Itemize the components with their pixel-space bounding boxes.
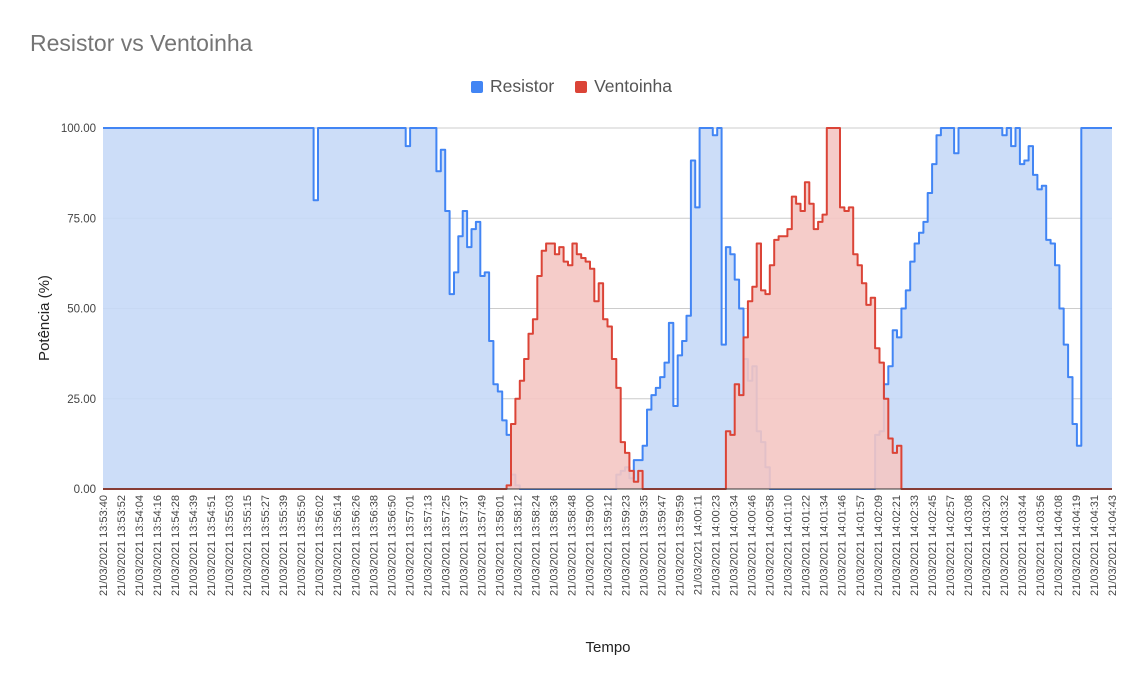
series-line-resistor: [103, 127, 1112, 490]
x-tick-label: 21/03/2021 13:54:28: [170, 495, 182, 596]
x-tick-label: 21/03/2021 13:53:40: [98, 495, 110, 596]
x-tick-label: 21/03/2021 14:03:56: [1035, 495, 1047, 596]
legend: Resistor Ventoinha: [0, 76, 1143, 97]
x-tick-label: 21/03/2021 13:56:38: [368, 495, 380, 596]
x-tick-label: 21/03/2021 14:02:45: [927, 495, 939, 596]
series-ventoinha: [103, 127, 1112, 490]
x-tick-label: 21/03/2021 14:00:23: [711, 495, 723, 596]
x-tick-label: 21/03/2021 13:58:36: [548, 495, 560, 596]
x-tick-label: 21/03/2021 14:03:08: [963, 495, 975, 596]
legend-label-resistor: Resistor: [490, 76, 555, 96]
series-resistor: [103, 127, 1112, 490]
x-tick-label: 21/03/2021 14:00:46: [747, 495, 759, 596]
x-tick-label: 21/03/2021 13:56:26: [350, 495, 362, 596]
x-tick-label: 21/03/2021 13:57:13: [422, 495, 434, 596]
x-tick-label: 21/03/2021 13:55:15: [242, 495, 254, 596]
x-tick-label: 21/03/2021 14:02:21: [891, 495, 903, 596]
x-axis-title: Tempo: [585, 639, 630, 656]
x-tick-label: 21/03/2021 14:00:34: [729, 495, 741, 596]
series-areas: [103, 127, 1112, 490]
legend-label-ventoinha: Ventoinha: [594, 76, 672, 96]
x-tick-label: 21/03/2021 13:56:14: [332, 495, 344, 596]
x-tick-label: 21/03/2021 13:59:00: [585, 495, 597, 596]
y-tick-label: 100.00: [61, 123, 96, 135]
x-tick-label: 21/03/2021 14:01:46: [837, 495, 849, 596]
x-tick-label: 21/03/2021 13:59:59: [675, 495, 687, 596]
y-tick-label: 0.00: [74, 484, 96, 496]
x-tick-label: 21/03/2021 14:01:22: [801, 495, 813, 596]
x-tick-label: 21/03/2021 13:58:48: [567, 495, 579, 596]
y-tick-label: 50.00: [67, 304, 96, 316]
y-tick-label: 25.00: [67, 394, 96, 406]
x-tick-label: 21/03/2021 13:59:12: [603, 495, 615, 596]
x-tick-label: 21/03/2021 13:55:39: [278, 495, 290, 596]
x-tick-label: 21/03/2021 14:03:20: [981, 495, 993, 596]
x-tick-label: 21/03/2021 13:54:04: [134, 495, 146, 596]
x-tick-label: 21/03/2021 14:02:57: [945, 495, 957, 596]
series-line-ventoinha: [103, 127, 1112, 490]
x-tick-label: 21/03/2021 13:57:37: [458, 495, 470, 596]
x-tick-label: 21/03/2021 13:54:51: [206, 495, 218, 596]
x-tick-label: 21/03/2021 14:01:57: [855, 495, 867, 596]
x-tick-label: 21/03/2021 13:59:35: [639, 495, 651, 596]
series-area-ventoinha: [103, 128, 1112, 489]
x-tick-label: 21/03/2021 14:00:58: [765, 495, 777, 596]
x-tick-label: 21/03/2021 14:02:33: [909, 495, 921, 596]
x-tick-label: 21/03/2021 13:53:52: [116, 495, 128, 596]
x-tick-label: 21/03/2021 14:01:10: [783, 495, 795, 596]
x-tick-label: 21/03/2021 13:57:25: [440, 495, 452, 596]
x-tick-label: 21/03/2021 14:04:08: [1053, 495, 1065, 596]
x-tick-label: 21/03/2021 13:54:16: [152, 495, 164, 596]
x-axis-ticks: 21/03/2021 13:53:40 21/03/2021 13:53:52 21…: [98, 495, 1119, 596]
x-tick-label: 21/03/2021 14:04:31: [1089, 495, 1101, 596]
y-tick-label: 75.00: [67, 213, 96, 225]
x-tick-label: 21/03/2021 14:01:34: [819, 495, 831, 596]
legend-swatch-ventoinha: [575, 81, 588, 93]
x-tick-label: 21/03/2021 13:58:12: [512, 495, 524, 596]
x-tick-label: 21/03/2021 13:58:01: [494, 495, 506, 596]
x-tick-label: 21/03/2021 13:56:02: [314, 495, 326, 596]
x-tick-label: 21/03/2021 13:59:47: [657, 495, 669, 596]
x-tick-label: 21/03/2021 14:03:44: [1017, 495, 1029, 596]
x-tick-label: 21/03/2021 13:55:50: [296, 495, 308, 596]
x-tick-label: 21/03/2021 13:55:27: [260, 495, 272, 596]
x-tick-label: 21/03/2021 13:55:03: [224, 495, 236, 596]
chart-title: Resistor vs Ventoinha: [30, 30, 253, 56]
y-axis-ticks: 0.00 25.00 50.00 75.00 100.00: [61, 123, 96, 496]
x-tick-label: 21/03/2021 13:58:24: [530, 495, 542, 596]
legend-item-ventoinha[interactable]: Ventoinha: [575, 76, 672, 97]
x-tick-label: 21/03/2021 14:02:09: [873, 495, 885, 596]
x-tick-label: 21/03/2021 13:57:01: [404, 495, 416, 596]
series-area-resistor: [103, 128, 1112, 489]
x-tick-label: 21/03/2021 13:56:50: [386, 495, 398, 596]
x-tick-label: 21/03/2021 13:59:23: [621, 495, 633, 596]
x-tick-label: 21/03/2021 13:54:39: [188, 495, 200, 596]
legend-item-resistor[interactable]: Resistor: [471, 76, 554, 97]
x-tick-label: 21/03/2021 14:03:32: [999, 495, 1011, 596]
x-tick-label: 21/03/2021 14:04:43: [1107, 495, 1119, 596]
legend-swatch-resistor: [471, 81, 484, 93]
x-tick-label: 21/03/2021 13:57:49: [476, 495, 488, 596]
x-tick-label: 21/03/2021 14:00:11: [693, 495, 705, 595]
x-tick-label: 21/03/2021 14:04:19: [1071, 495, 1083, 596]
y-axis-title: Potência (%): [36, 275, 53, 361]
